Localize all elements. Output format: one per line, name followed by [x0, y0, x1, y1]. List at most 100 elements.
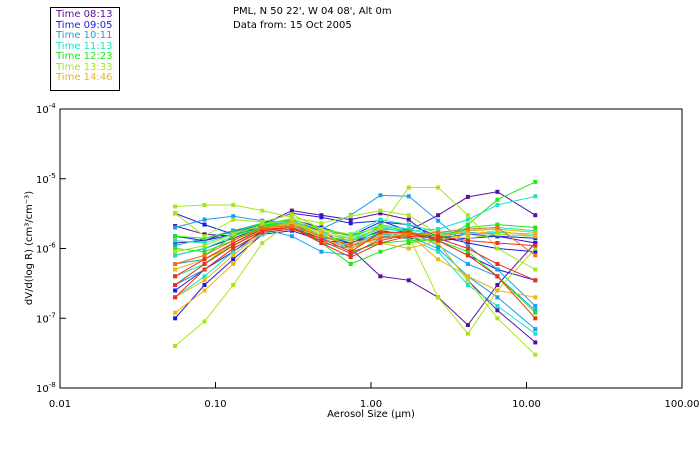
data-point	[378, 241, 383, 245]
data-point	[260, 225, 265, 230]
data-point	[533, 316, 538, 321]
data-point	[406, 236, 411, 241]
x-tick-label: 0.10	[204, 399, 226, 410]
data-point	[533, 327, 538, 332]
data-point	[348, 232, 353, 237]
data-point	[202, 217, 207, 222]
data-point	[533, 352, 538, 357]
data-point	[378, 193, 383, 198]
data-point	[465, 232, 470, 237]
data-point	[533, 310, 538, 315]
data-point	[465, 222, 470, 227]
y-tick-label: 10-5	[36, 172, 56, 186]
plot-frame	[59, 108, 683, 389]
data-point	[173, 246, 178, 251]
data-point	[202, 267, 207, 272]
data-point	[465, 262, 470, 266]
data-point	[436, 227, 441, 232]
data-point	[533, 225, 538, 230]
data-point	[465, 213, 470, 218]
data-point	[173, 262, 178, 266]
data-point	[465, 323, 470, 327]
data-point	[202, 257, 207, 262]
data-point	[436, 295, 441, 300]
data-point	[260, 241, 265, 245]
data-point	[533, 234, 538, 239]
data-point	[378, 274, 383, 279]
data-point	[202, 236, 207, 241]
data-point	[231, 238, 236, 243]
data-point	[465, 283, 470, 287]
data-point	[202, 274, 207, 279]
data-point	[289, 220, 294, 224]
data-point	[231, 262, 236, 266]
data-point	[406, 278, 411, 283]
data-point	[465, 217, 470, 222]
data-point	[173, 253, 178, 258]
data-point	[319, 249, 324, 254]
data-point	[378, 230, 383, 235]
data-point	[202, 234, 207, 239]
data-point	[436, 234, 441, 239]
data-point	[533, 295, 538, 300]
x-tick-label: 0.01	[49, 399, 71, 410]
data-point	[319, 227, 324, 232]
data-point	[533, 340, 538, 345]
chart-header: PML, N 50 22', W 04 08', Alt 0m Data fro…	[233, 5, 392, 33]
data-point	[465, 243, 470, 248]
y-tick-label: 10-4	[36, 102, 56, 116]
data-point	[289, 212, 294, 217]
data-point	[348, 241, 353, 245]
data-point	[378, 249, 383, 254]
data-point	[495, 228, 500, 233]
data-point	[289, 215, 294, 220]
legend-item: Time 12:23	[56, 51, 113, 62]
data-point	[495, 189, 500, 194]
data-point	[173, 211, 178, 216]
data-point	[378, 238, 383, 243]
data-point	[406, 194, 411, 199]
data-point	[465, 246, 470, 251]
data-point	[533, 308, 538, 313]
data-point	[231, 232, 236, 237]
data-point	[231, 246, 236, 251]
data-point	[173, 249, 178, 254]
data-point	[495, 246, 500, 251]
data-point	[348, 236, 353, 241]
data-point	[406, 213, 411, 218]
data-point	[378, 234, 383, 239]
data-point	[319, 241, 324, 245]
data-point	[260, 230, 265, 235]
data-point	[202, 246, 207, 251]
data-point	[173, 225, 178, 230]
data-point	[533, 213, 538, 218]
y-tick-label: 10-8	[36, 381, 56, 395]
data-point	[202, 243, 207, 248]
data-point	[436, 241, 441, 245]
data-point	[533, 304, 538, 308]
data-point	[495, 241, 500, 245]
data-point	[495, 267, 500, 272]
data-point	[319, 230, 324, 235]
data-point	[465, 331, 470, 336]
data-point	[173, 295, 178, 300]
data-point	[348, 217, 353, 222]
y-tick-label: 10-7	[36, 311, 56, 325]
data-point	[378, 211, 383, 216]
axis-ticks: 0.01 0.10 1.00 10.00 100.00 10-4 10-5 10-6 10-7 1…	[36, 102, 700, 410]
data-point	[378, 220, 383, 224]
data-point	[533, 241, 538, 245]
data-point	[378, 208, 383, 213]
data-point	[495, 295, 500, 300]
data-point	[289, 227, 294, 232]
data-point	[533, 236, 538, 241]
chart-legend: Time 08:13 Time 09:05 Time 10:11 Time 11:13…	[50, 7, 120, 91]
data-point	[202, 222, 207, 227]
data-point	[231, 253, 236, 258]
data-point	[465, 238, 470, 243]
data-point	[406, 222, 411, 227]
data-point	[348, 221, 353, 226]
chart-title: PML, N 50 22', W 04 08', Alt 0m	[233, 6, 392, 17]
data-point	[289, 234, 294, 239]
